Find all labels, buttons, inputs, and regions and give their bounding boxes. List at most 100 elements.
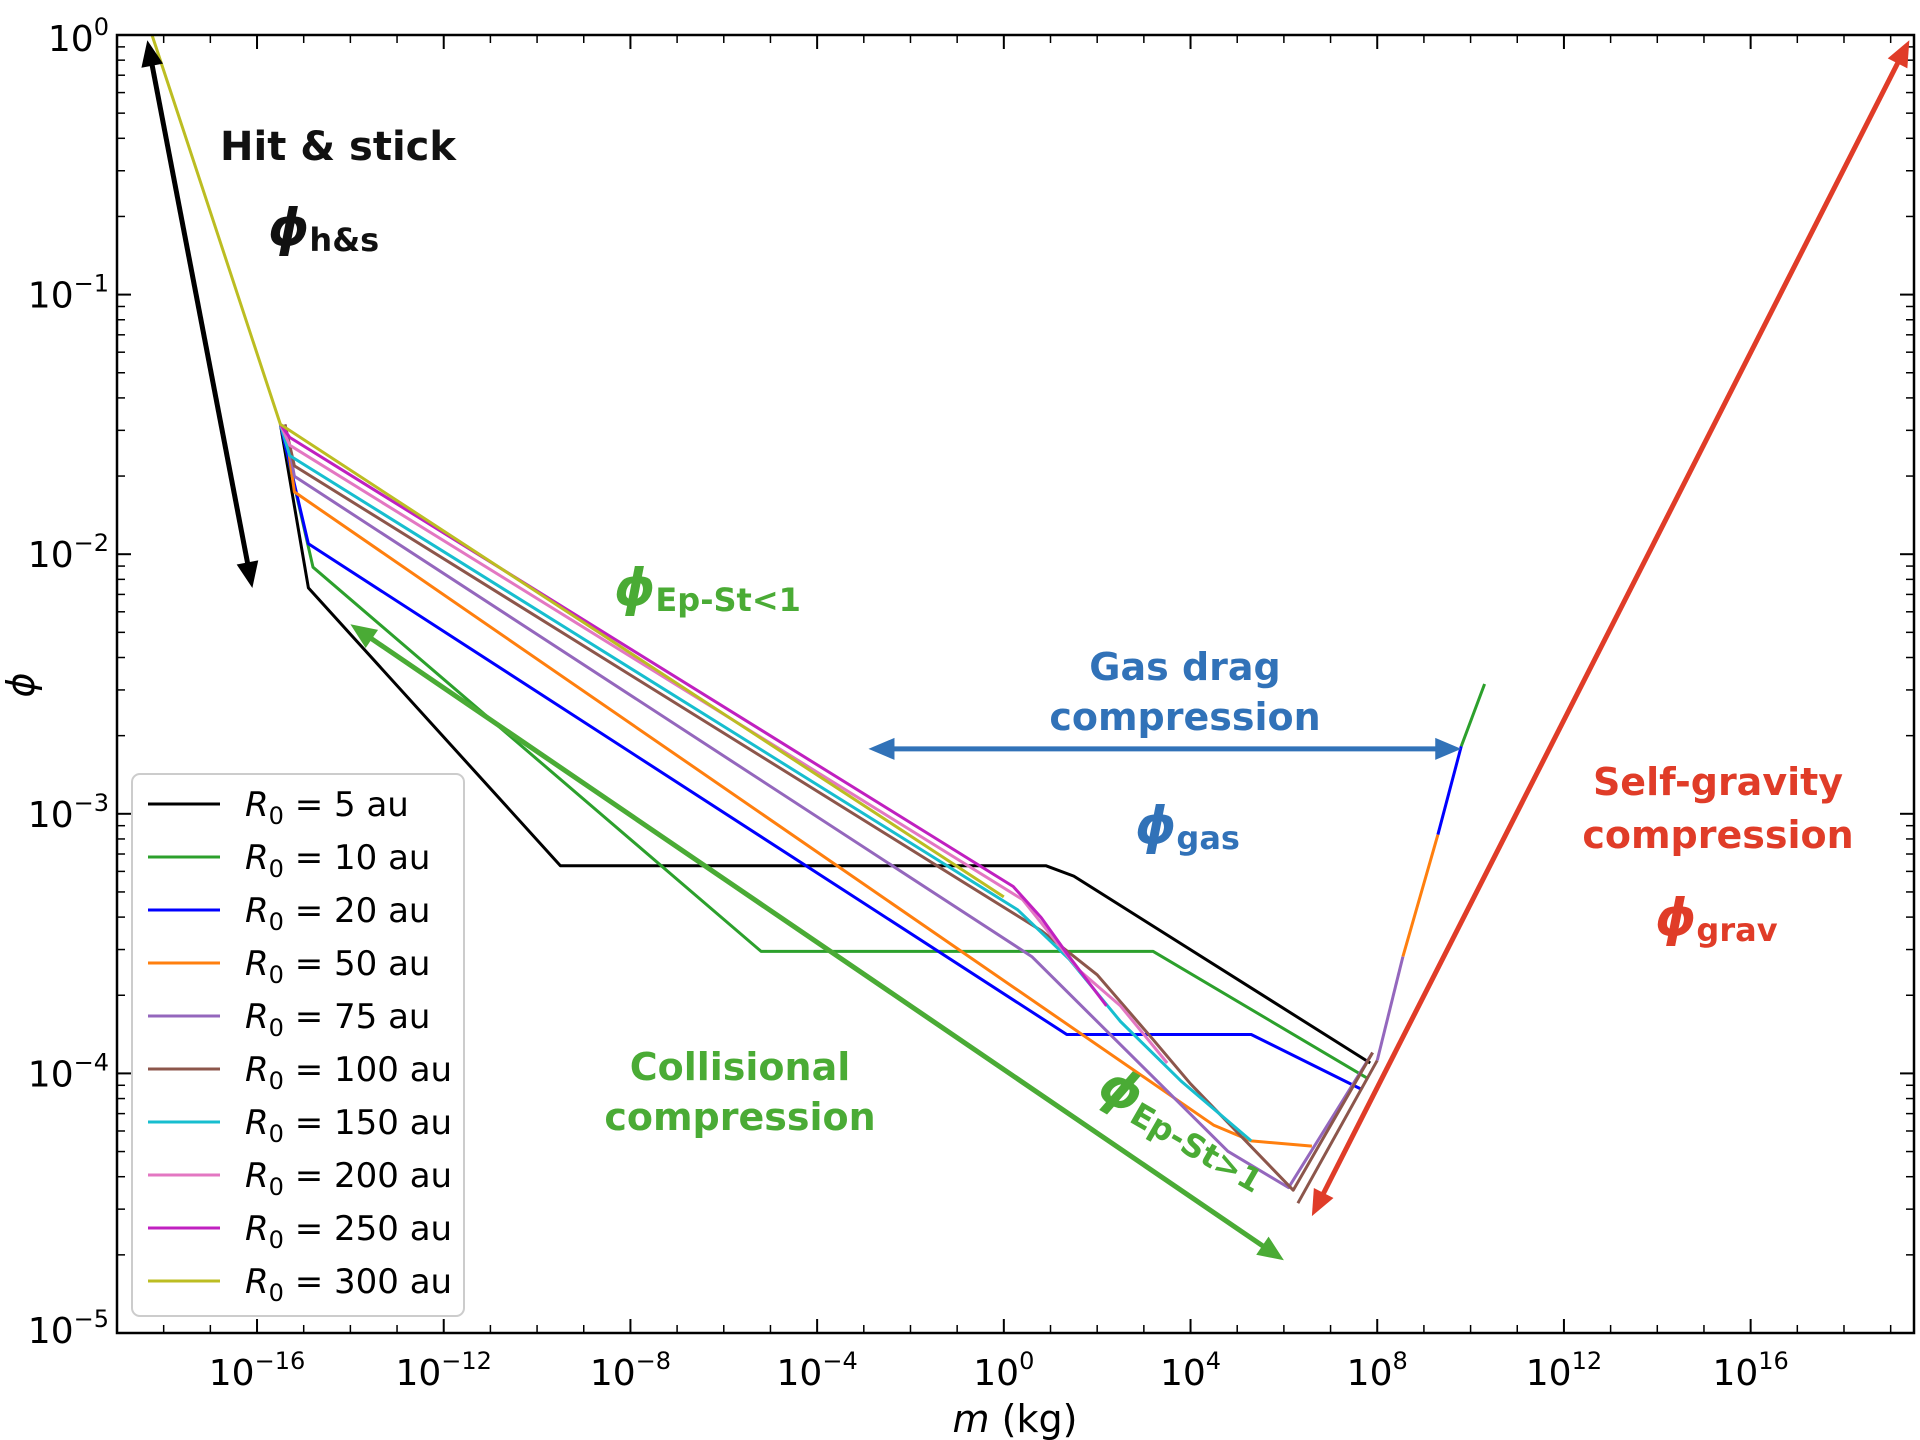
gravity-curve-segment [1436,745,1463,835]
legend-var: R [245,1050,269,1090]
x-tick-label: 10−12 [395,1347,491,1394]
x-tick-label: 1012 [1526,1347,1602,1394]
legend-var: R [245,1262,269,1302]
x-axis-variable: m [953,1397,990,1440]
tick-exponent: 4 [1206,1347,1221,1375]
tick-base: 10 [28,1054,74,1095]
legend-rest: = 20 au [284,891,431,931]
tick-base: 10 [28,535,74,576]
tick-base: 10 [777,1353,823,1394]
hit-stick-label: Hit & stick [220,124,457,170]
legend-rest: = 300 au [284,1262,452,1302]
tick-exponent: −2 [74,529,109,557]
phi-symbol: ϕ [268,198,309,258]
tick-exponent: −16 [255,1347,306,1375]
self-gravity-arrow [1318,56,1903,1200]
legend-rest: = 250 au [284,1209,452,1249]
tick-base: 10 [48,19,94,60]
series-line-r0-300-au [150,35,1005,899]
legend-rest: = 10 au [284,838,431,878]
y-tick-label: 10−2 [28,529,109,576]
phi-gas-subscript: gas [1176,819,1240,857]
gravity-curve-segment [1459,683,1486,747]
series-layer [150,35,1486,1204]
phi-gas-label: ϕgas [1135,796,1240,857]
tick-base: 10 [973,1353,1019,1394]
phi-grav-subscript: grav [1696,911,1777,949]
series-line-r0-200-au [279,423,1169,1064]
legend-sub: 0 [269,1120,284,1148]
x-tick-label: 10−8 [590,1347,671,1394]
tick-exponent: 8 [1392,1347,1407,1375]
legend-sub: 0 [269,802,284,830]
arrow-layer [141,40,1910,1261]
series-line-r0-50-au [283,424,1313,1148]
y-tick-label: 10−4 [28,1048,109,1095]
legend-var: R [245,785,269,825]
tick-base: 10 [1712,1353,1758,1394]
phi-symbol: ϕ [614,558,655,618]
legend-label: R0 = 50 au [245,944,430,989]
tick-exponent: −1 [74,270,109,298]
tick-base: 10 [28,276,74,317]
plot-frame [115,33,1916,1335]
legend-sub: 0 [269,1279,284,1307]
y-tick-label: 10−3 [28,789,109,836]
legend-var: R [245,891,269,931]
gas-drag-label-line2: compression [1049,695,1320,739]
series-line-r0-5-au [278,424,1372,1065]
arrow-head [1435,737,1462,760]
tick-base: 10 [28,1311,74,1352]
legend-sub: 0 [269,1014,284,1042]
axis-ticks: 10−16 10−12 10−8 10−4 100 104 108 1012 101610010… [28,13,1914,1394]
legend-rest: = 50 au [284,944,431,984]
arrow-head [141,40,164,68]
legend-rest: = 75 au [284,997,431,1037]
tick-exponent: 16 [1758,1347,1789,1375]
series-line-r0-20-au [278,424,1362,1091]
x-tick-label: 100 [973,1347,1034,1394]
legend-label: R0 = 100 au [245,1050,452,1095]
arrow-head [1311,1188,1334,1217]
tick-exponent: −5 [74,1305,109,1333]
legend-rest: = 150 au [284,1103,452,1143]
tick-exponent: 12 [1572,1347,1603,1375]
tick-base: 10 [395,1353,441,1394]
tick-exponent: −8 [636,1347,671,1375]
arrow-head [1256,1236,1284,1261]
legend-label: R0 = 200 au [245,1156,452,1201]
series-line-r0-75-au [283,424,1374,1190]
phi-ep-lt-label: ϕEp-St<1 [614,558,801,619]
phi-hs-subscript: h&s [309,221,379,259]
tick-base: 10 [1347,1353,1393,1394]
legend-sub: 0 [269,855,284,883]
collisional-label-line2: compression [604,1095,875,1139]
gravity-curve-segment [1296,1059,1379,1204]
phi-ep-lt-subscript: Ep-St<1 [655,581,800,619]
arrow-head [868,737,895,760]
series-line-r0-100-au [283,424,1374,1192]
legend-var: R [245,1156,269,1196]
gas-drag-label-line1: Gas drag [1089,645,1280,689]
tick-base: 10 [209,1353,255,1394]
tick-base: 10 [590,1353,636,1394]
phi-grav-label: ϕgrav [1655,888,1778,949]
gravity-curve-segment [1401,834,1440,957]
legend-sub: 0 [269,908,284,936]
self-gravity-label-line2: compression [1582,813,1853,857]
self-gravity-label-line1: Self-gravity [1593,760,1843,804]
tick-exponent: 0 [94,13,109,41]
x-tick-label: 104 [1160,1347,1221,1394]
series-line-r0-250-au [279,423,1108,1007]
legend-sub: 0 [269,961,284,989]
x-tick-label: 10−4 [777,1347,858,1394]
legend-rest: = 100 au [284,1050,452,1090]
legend-rest: = 5 au [284,785,409,825]
legend-label: R0 = 300 au [245,1262,452,1307]
y-axis-label: ϕ [0,672,43,697]
legend-var: R [245,944,269,984]
gravity-curve-segment [1375,956,1405,1061]
collisional-label-line1: Collisional [630,1045,851,1089]
legend-label: R0 = 250 au [245,1209,452,1254]
